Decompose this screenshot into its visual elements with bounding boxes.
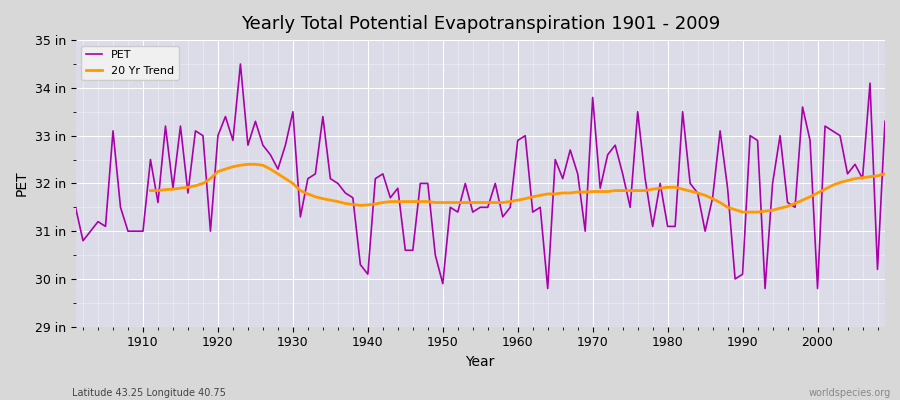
- Line: PET: PET: [76, 64, 885, 288]
- PET: [879, 119, 890, 124]
- PET: [235, 62, 246, 66]
- 20 Yr Trend: [543, 192, 553, 196]
- 20 Yr Trend: [737, 210, 748, 214]
- PET: [130, 229, 141, 234]
- 20 Yr Trend: [377, 200, 388, 205]
- Y-axis label: PET: PET: [15, 171, 29, 196]
- 20 Yr Trend: [347, 202, 358, 207]
- PET: [543, 286, 553, 291]
- PET: [520, 133, 531, 138]
- Text: Latitude 43.25 Longitude 40.75: Latitude 43.25 Longitude 40.75: [72, 388, 226, 398]
- Title: Yearly Total Potential Evapotranspiration 1901 - 2009: Yearly Total Potential Evapotranspiratio…: [240, 15, 720, 33]
- PET: [512, 138, 523, 143]
- PET: [70, 205, 81, 210]
- Legend: PET, 20 Yr Trend: PET, 20 Yr Trend: [81, 46, 179, 80]
- Line: 20 Yr Trend: 20 Yr Trend: [150, 164, 885, 212]
- PET: [302, 176, 313, 181]
- 20 Yr Trend: [325, 198, 336, 202]
- PET: [617, 172, 628, 176]
- 20 Yr Trend: [879, 172, 890, 176]
- Text: worldspecies.org: worldspecies.org: [809, 388, 891, 398]
- X-axis label: Year: Year: [465, 355, 495, 369]
- 20 Yr Trend: [520, 196, 531, 201]
- PET: [347, 195, 358, 200]
- 20 Yr Trend: [730, 207, 741, 212]
- 20 Yr Trend: [242, 162, 253, 167]
- 20 Yr Trend: [145, 188, 156, 193]
